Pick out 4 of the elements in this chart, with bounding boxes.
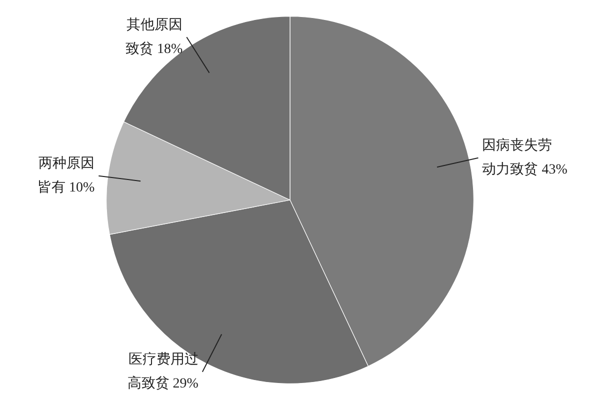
- slice-label: 其他原因致贫 18%: [125, 16, 183, 57]
- slice-label: 因病丧失劳动力致贫 43%: [482, 138, 568, 178]
- slice-label: 两种原因皆有 10%: [37, 155, 95, 196]
- slice-label: 医疗费用过高致贫 29%: [127, 352, 199, 392]
